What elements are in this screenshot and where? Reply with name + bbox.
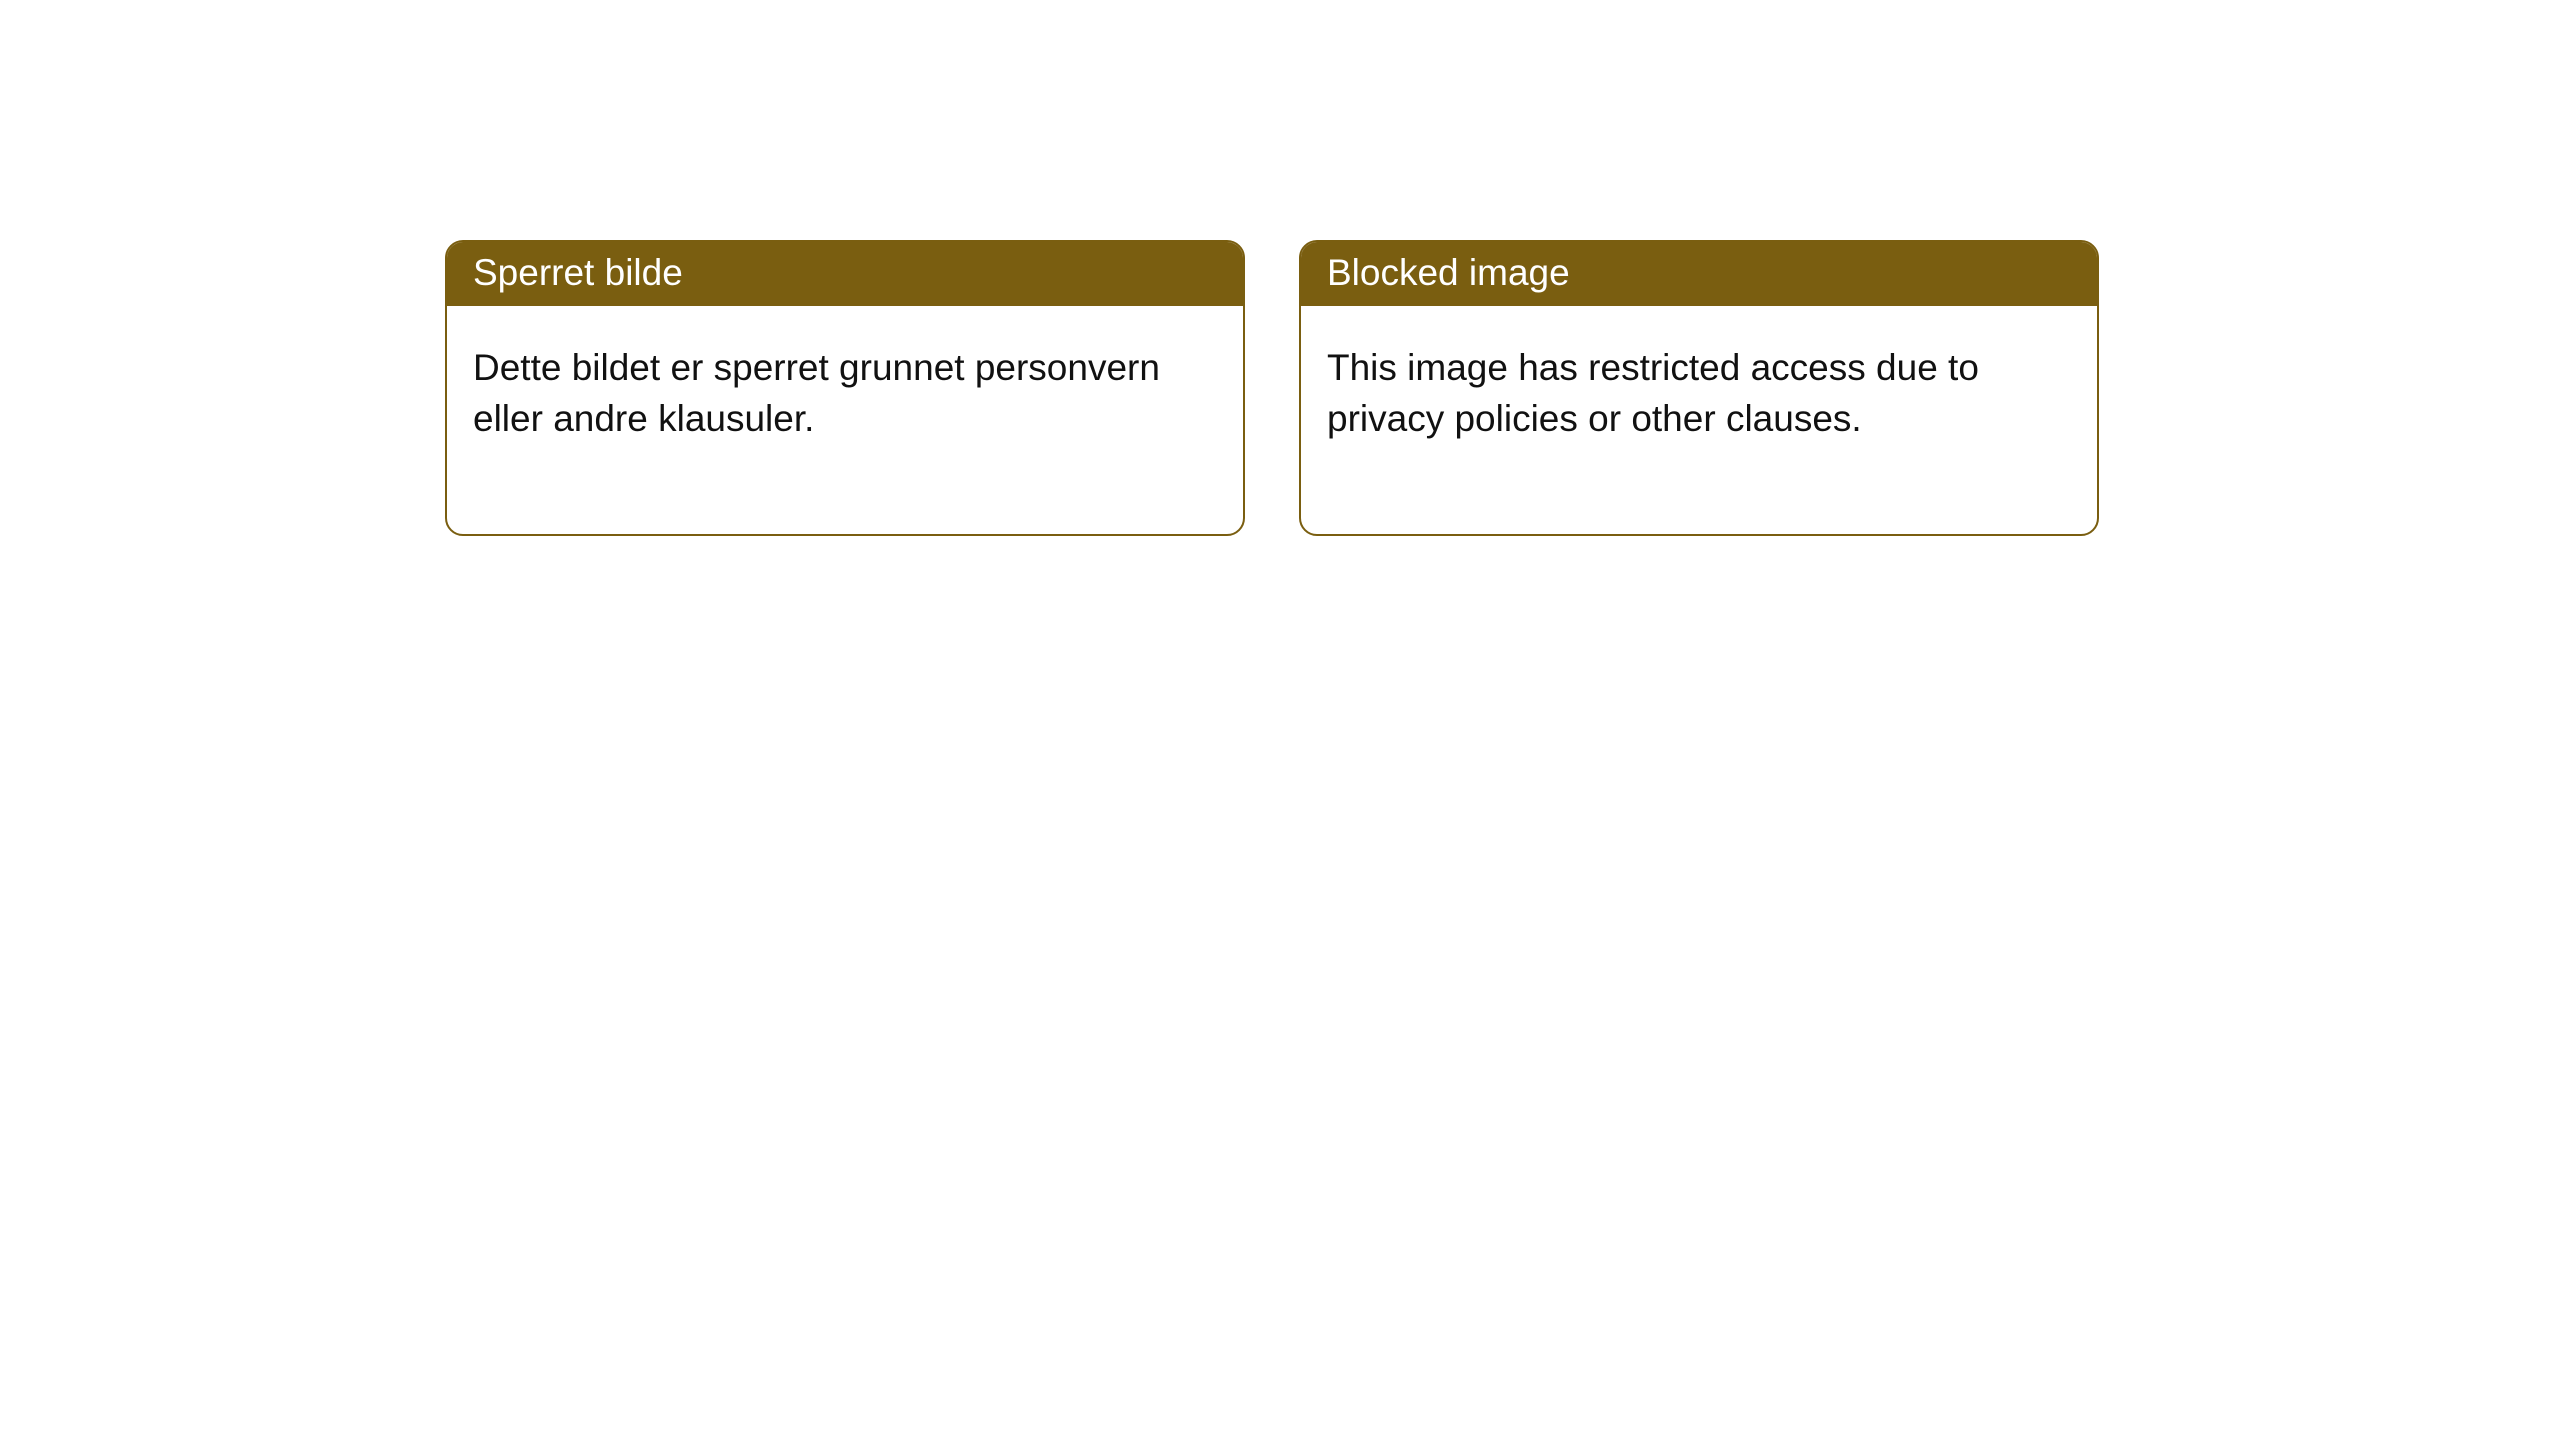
notice-title-english: Blocked image [1301,242,2097,306]
notice-container: Sperret bilde Dette bildet er sperret gr… [0,0,2560,536]
notice-card-english: Blocked image This image has restricted … [1299,240,2099,536]
notice-body-norwegian: Dette bildet er sperret grunnet personve… [447,306,1243,534]
notice-body-english: This image has restricted access due to … [1301,306,2097,534]
notice-title-norwegian: Sperret bilde [447,242,1243,306]
notice-card-norwegian: Sperret bilde Dette bildet er sperret gr… [445,240,1245,536]
